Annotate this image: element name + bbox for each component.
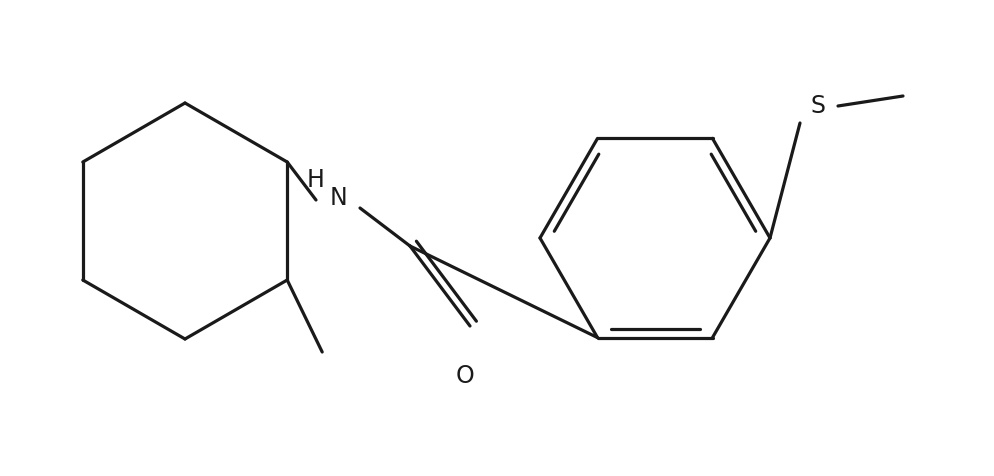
Text: S: S bbox=[810, 94, 825, 118]
Text: H: H bbox=[307, 168, 325, 192]
Text: O: O bbox=[455, 364, 474, 388]
Text: N: N bbox=[329, 186, 347, 210]
